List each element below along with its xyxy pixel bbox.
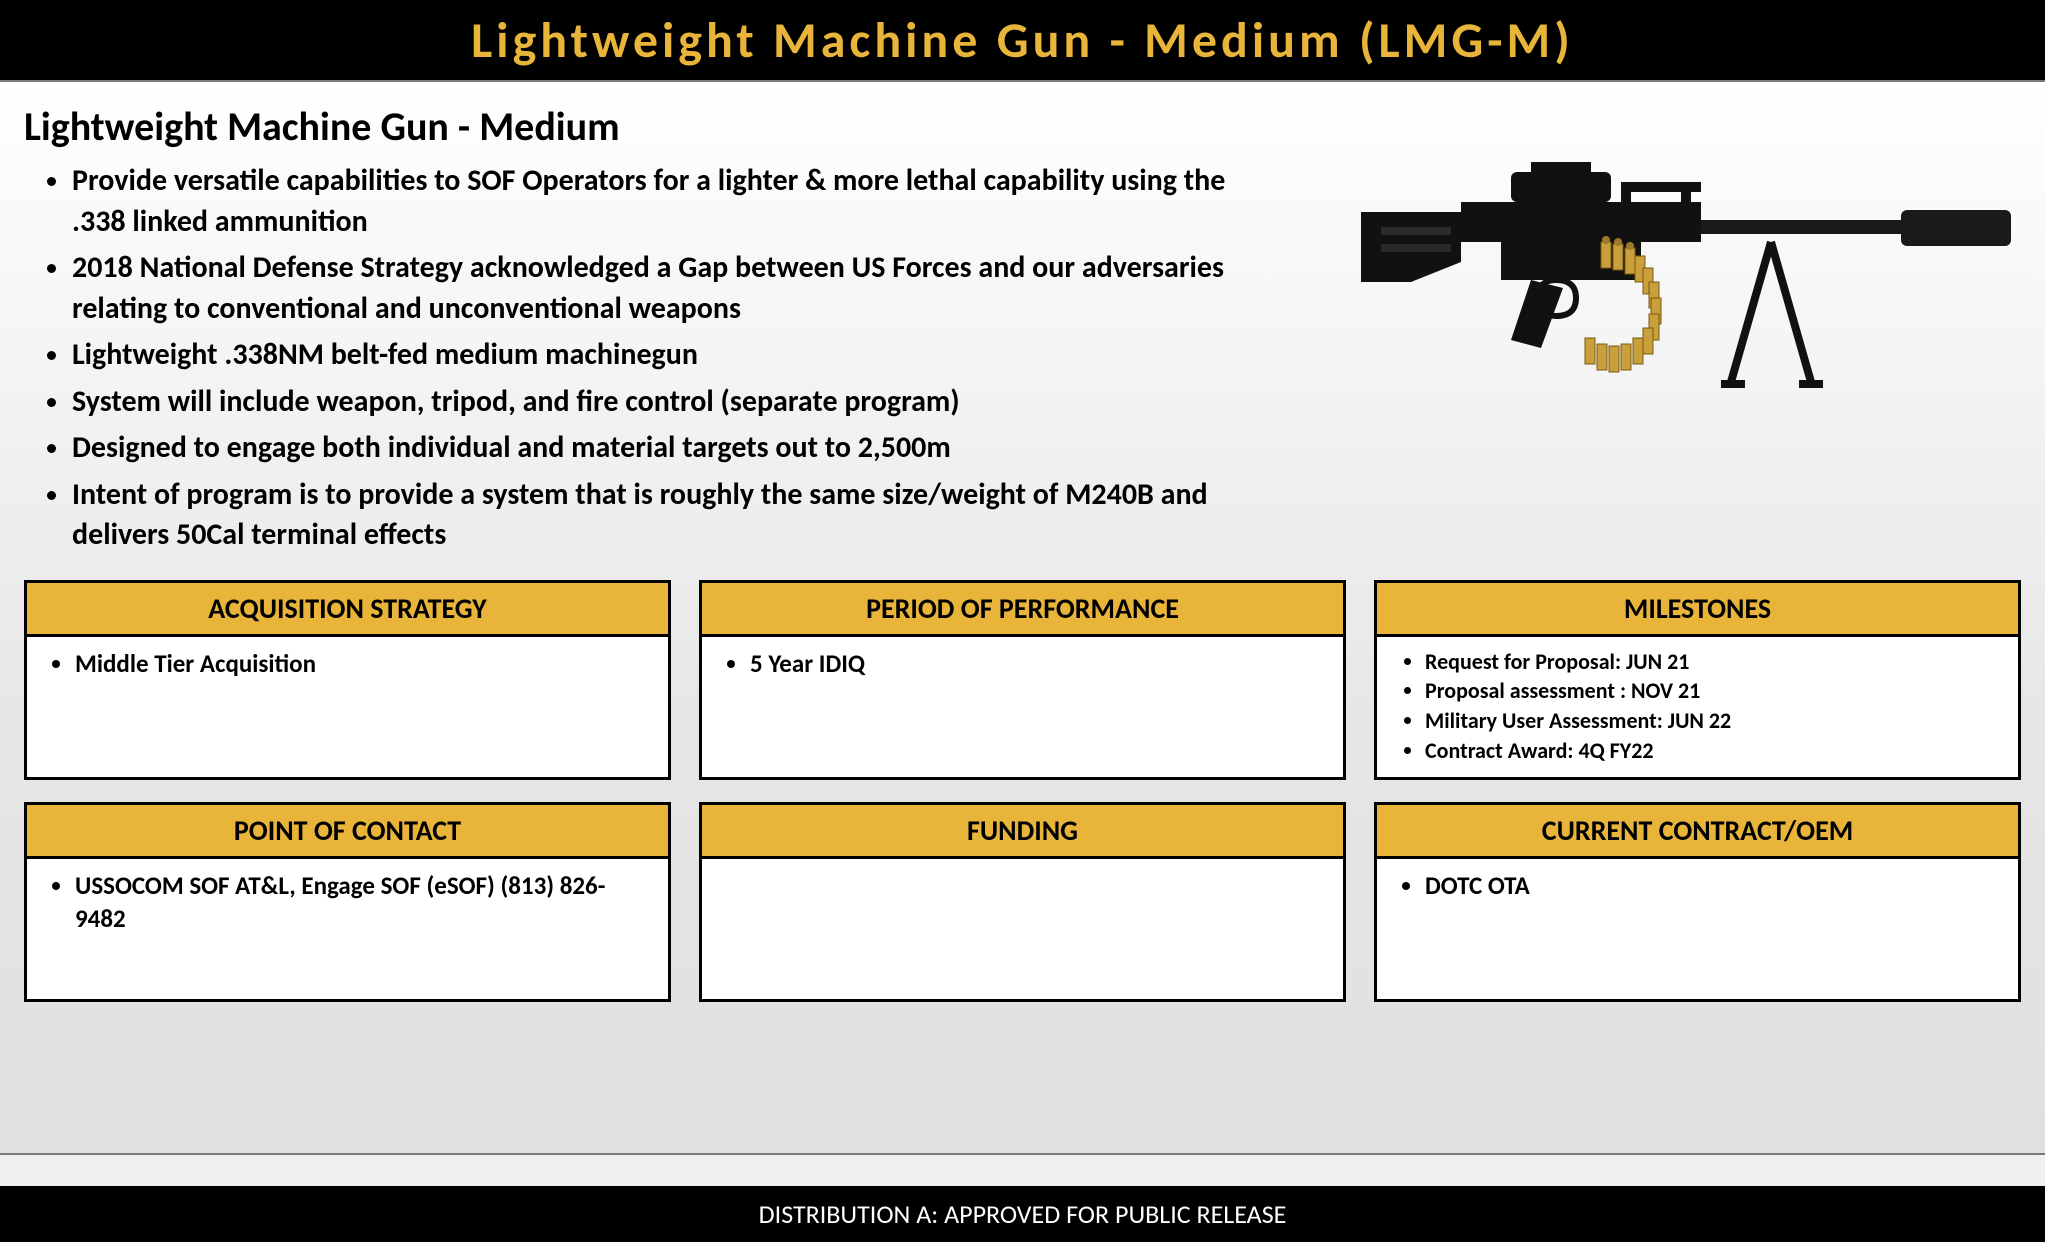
list-item: Provide versatile capabilities to SOF Op… — [72, 161, 1281, 242]
card-body: Request for Proposal: JUN 21 Proposal as… — [1377, 637, 2018, 777]
top-section: Lightweight Machine Gun - Medium Provide… — [24, 102, 2021, 562]
card-header: FUNDING — [702, 805, 1343, 859]
list-item: Proposal assessment : NOV 21 — [1425, 676, 2000, 706]
list-item: DOTC OTA — [1425, 869, 2000, 903]
card-body: Middle Tier Acquisition — [27, 637, 668, 777]
list-item: Middle Tier Acquisition — [75, 647, 650, 681]
card-header: POINT OF CONTACT — [27, 805, 668, 859]
list-item: Intent of program is to provide a system… — [72, 475, 1281, 556]
card-current-contract: CURRENT CONTRACT/OEM DOTC OTA — [1374, 802, 2021, 1002]
card-period-of-performance: PERIOD OF PERFORMANCE 5 Year IDIQ — [699, 580, 1346, 780]
feature-list: Provide versatile capabilities to SOF Op… — [24, 161, 1281, 556]
card-body: USSOCOM SOF AT&L, Engage SOF (eSOF) (813… — [27, 859, 668, 999]
footer-bar: DISTRIBUTION A: APPROVED FOR PUBLIC RELE… — [0, 1186, 2045, 1242]
card-body: 5 Year IDIQ — [702, 637, 1343, 777]
distribution-statement: DISTRIBUTION A: APPROVED FOR PUBLIC RELE… — [759, 1198, 1287, 1230]
list-item: System will include weapon, tripod, and … — [72, 382, 1281, 423]
card-point-of-contact: POINT OF CONTACT USSOCOM SOF AT&L, Engag… — [24, 802, 671, 1002]
content-area: Lightweight Machine Gun - Medium Provide… — [0, 80, 2045, 1155]
card-header: MILESTONES — [1377, 583, 2018, 637]
card-body — [702, 859, 1343, 999]
title-bar: Lightweight Machine Gun - Medium (LMG-M) — [0, 0, 2045, 80]
subtitle: Lightweight Machine Gun - Medium — [24, 102, 1281, 151]
list-item: Contract Award: 4Q FY22 — [1425, 736, 2000, 766]
list-item: 2018 National Defense Strategy acknowled… — [72, 248, 1281, 329]
description-block: Lightweight Machine Gun - Medium Provide… — [24, 102, 1281, 562]
list-item: USSOCOM SOF AT&L, Engage SOF (eSOF) (813… — [75, 869, 650, 937]
weapon-icon — [1301, 132, 2021, 422]
page-title: Lightweight Machine Gun - Medium (LMG-M) — [471, 10, 1574, 71]
list-item: Lightweight .338NM belt-fed medium machi… — [72, 335, 1281, 376]
card-body: DOTC OTA — [1377, 859, 2018, 999]
card-acquisition-strategy: ACQUISITION STRATEGY Middle Tier Acquisi… — [24, 580, 671, 780]
list-item: Request for Proposal: JUN 21 — [1425, 647, 2000, 677]
card-header: CURRENT CONTRACT/OEM — [1377, 805, 2018, 859]
card-funding: FUNDING — [699, 802, 1346, 1002]
info-cards-grid: ACQUISITION STRATEGY Middle Tier Acquisi… — [24, 580, 2021, 1002]
weapon-illustration — [1301, 132, 2021, 422]
list-item: Military User Assessment: JUN 22 — [1425, 706, 2000, 736]
list-item: Designed to engage both individual and m… — [72, 428, 1281, 469]
card-header: ACQUISITION STRATEGY — [27, 583, 668, 637]
list-item: 5 Year IDIQ — [750, 647, 1325, 681]
card-header: PERIOD OF PERFORMANCE — [702, 583, 1343, 637]
card-milestones: MILESTONES Request for Proposal: JUN 21 … — [1374, 580, 2021, 780]
